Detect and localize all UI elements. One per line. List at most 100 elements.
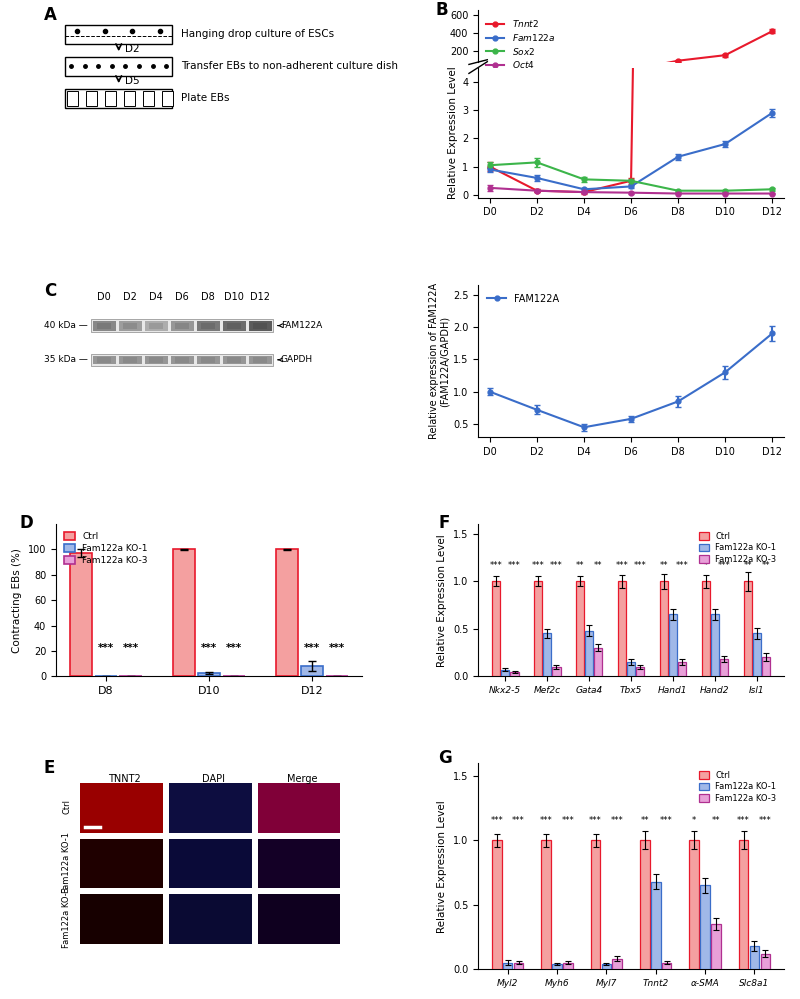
- Text: **: **: [712, 816, 720, 825]
- Bar: [65, 25, 172, 44]
- Text: ***: ***: [589, 816, 602, 825]
- Text: **: **: [659, 560, 668, 569]
- Text: D2: D2: [125, 44, 139, 54]
- Text: ***: ***: [532, 560, 544, 569]
- Text: GAPDH: GAPDH: [278, 356, 313, 365]
- Bar: [249, 356, 272, 364]
- Bar: [503, 963, 513, 969]
- Bar: [276, 549, 298, 676]
- Text: Ctrl: Ctrl: [62, 799, 71, 814]
- Bar: [618, 581, 626, 676]
- Bar: [502, 669, 510, 676]
- Legend: FAM122A: FAM122A: [483, 290, 563, 308]
- Text: D8: D8: [202, 292, 215, 302]
- Text: **: **: [743, 560, 752, 569]
- Bar: [552, 666, 561, 676]
- Text: **: **: [641, 816, 649, 825]
- Bar: [118, 356, 142, 364]
- Bar: [222, 321, 246, 331]
- Bar: [169, 838, 252, 888]
- Bar: [170, 356, 194, 364]
- Bar: [150, 357, 163, 363]
- Bar: [585, 630, 593, 676]
- Bar: [651, 882, 661, 969]
- Text: ***: ***: [512, 816, 525, 825]
- Y-axis label: Relative expression of FAM122A
(FAM122A/GAPDH): Relative expression of FAM122A (FAM122A/…: [429, 283, 450, 439]
- Bar: [301, 666, 323, 676]
- Text: ***: ***: [634, 560, 646, 569]
- Bar: [91, 354, 273, 366]
- Text: **: **: [594, 560, 602, 569]
- Bar: [720, 659, 728, 676]
- Bar: [143, 91, 154, 106]
- Bar: [198, 673, 220, 676]
- Bar: [249, 321, 272, 331]
- Text: F: F: [438, 513, 450, 531]
- Bar: [700, 885, 710, 969]
- Bar: [81, 894, 163, 944]
- Text: ***: ***: [738, 816, 750, 825]
- Bar: [70, 553, 92, 676]
- Bar: [202, 323, 215, 329]
- Bar: [202, 357, 215, 363]
- Bar: [123, 323, 137, 329]
- Bar: [590, 840, 600, 969]
- Bar: [173, 549, 195, 676]
- Text: ***: ***: [615, 560, 628, 569]
- Text: ***: ***: [759, 816, 772, 825]
- Y-axis label: Relative Expression Level: Relative Expression Level: [438, 533, 447, 666]
- Bar: [162, 91, 173, 106]
- Bar: [636, 666, 644, 676]
- Text: ***: ***: [329, 643, 345, 653]
- Bar: [106, 91, 116, 106]
- Bar: [743, 581, 752, 676]
- Bar: [86, 91, 97, 106]
- Text: Fam122a KO-1: Fam122a KO-1: [62, 832, 71, 893]
- Legend: Ctrl, Fam122a KO-1, Fam122a KO-3: Ctrl, Fam122a KO-1, Fam122a KO-3: [61, 528, 151, 568]
- Bar: [627, 662, 635, 676]
- Bar: [91, 319, 273, 332]
- Bar: [492, 840, 502, 969]
- Bar: [492, 581, 500, 676]
- Text: **: **: [762, 560, 770, 569]
- Bar: [227, 323, 241, 329]
- Bar: [124, 91, 135, 106]
- Bar: [145, 321, 168, 331]
- Text: 40 kDa —: 40 kDa —: [44, 321, 88, 330]
- Bar: [514, 963, 523, 969]
- Text: B: B: [435, 1, 448, 19]
- Text: Transfer EBs to non-adherent culture dish: Transfer EBs to non-adherent culture dis…: [182, 61, 398, 71]
- Bar: [118, 321, 142, 331]
- Bar: [690, 840, 699, 969]
- Bar: [534, 581, 542, 676]
- Bar: [254, 323, 267, 329]
- Bar: [510, 672, 518, 676]
- Bar: [254, 357, 267, 363]
- Text: D10: D10: [224, 292, 244, 302]
- Bar: [93, 321, 116, 331]
- Bar: [678, 662, 686, 676]
- Bar: [93, 356, 116, 364]
- Text: ***: ***: [550, 560, 563, 569]
- Text: ***: ***: [490, 560, 502, 569]
- Bar: [169, 783, 252, 833]
- Bar: [145, 356, 168, 364]
- Text: Hanging drop culture of ESCs: Hanging drop culture of ESCs: [182, 29, 334, 39]
- Text: *: *: [692, 816, 696, 825]
- Bar: [67, 91, 78, 106]
- Text: FAM122A: FAM122A: [278, 321, 322, 330]
- Text: Merge: Merge: [287, 773, 318, 783]
- Text: Fam122a KO-3: Fam122a KO-3: [62, 887, 71, 948]
- Text: ***: ***: [490, 816, 503, 825]
- Y-axis label: Contracting EBs (%): Contracting EBs (%): [12, 547, 22, 652]
- Bar: [197, 356, 220, 364]
- Bar: [258, 894, 340, 944]
- Text: ***: ***: [122, 643, 138, 653]
- Bar: [762, 657, 770, 676]
- Text: ***: ***: [98, 643, 114, 653]
- Bar: [552, 964, 562, 969]
- Bar: [227, 357, 241, 363]
- Text: ***: ***: [718, 560, 730, 569]
- Text: ***: ***: [508, 560, 521, 569]
- Bar: [576, 581, 584, 676]
